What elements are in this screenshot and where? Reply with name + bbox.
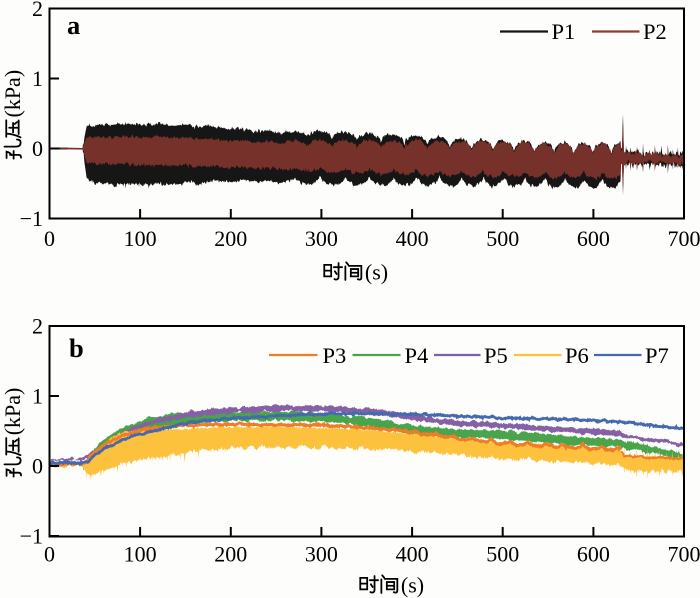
svg-text:700: 700	[668, 542, 700, 567]
svg-text:400: 400	[396, 542, 429, 567]
svg-text:b: b	[69, 333, 84, 363]
svg-text:(kPa): (kPa)	[0, 388, 25, 436]
svg-text:0: 0	[44, 542, 55, 567]
svg-text:P1: P1	[552, 19, 576, 44]
svg-text:P6: P6	[565, 343, 589, 368]
svg-text:−1: −1	[20, 523, 43, 548]
svg-text:100: 100	[124, 542, 157, 567]
svg-text:600: 600	[577, 226, 610, 251]
svg-text:300: 300	[305, 542, 338, 567]
svg-text:0: 0	[44, 226, 55, 251]
svg-text:0: 0	[32, 136, 43, 161]
svg-text:(s): (s)	[365, 260, 388, 285]
svg-text:300: 300	[305, 226, 338, 251]
svg-text:2: 2	[32, 0, 43, 21]
svg-text:600: 600	[577, 542, 610, 567]
svg-text:P2: P2	[643, 19, 667, 44]
svg-text:1: 1	[32, 66, 43, 91]
svg-text:1: 1	[32, 383, 43, 408]
svg-text:200: 200	[214, 542, 247, 567]
svg-text:200: 200	[214, 226, 247, 251]
svg-text:(s): (s)	[401, 573, 424, 598]
svg-text:P3: P3	[323, 343, 347, 368]
svg-text:P4: P4	[405, 343, 429, 368]
svg-text:−1: −1	[20, 206, 43, 231]
svg-text:a: a	[67, 10, 80, 40]
svg-text:2: 2	[32, 313, 43, 338]
svg-text:700: 700	[668, 226, 700, 251]
svg-text:(kPa): (kPa)	[0, 70, 25, 118]
svg-text:400: 400	[396, 226, 429, 251]
svg-text:P7: P7	[645, 343, 669, 368]
svg-text:500: 500	[486, 226, 519, 251]
svg-text:0: 0	[32, 453, 43, 478]
svg-text:P5: P5	[484, 343, 508, 368]
svg-text:500: 500	[486, 542, 519, 567]
svg-text:100: 100	[124, 226, 157, 251]
